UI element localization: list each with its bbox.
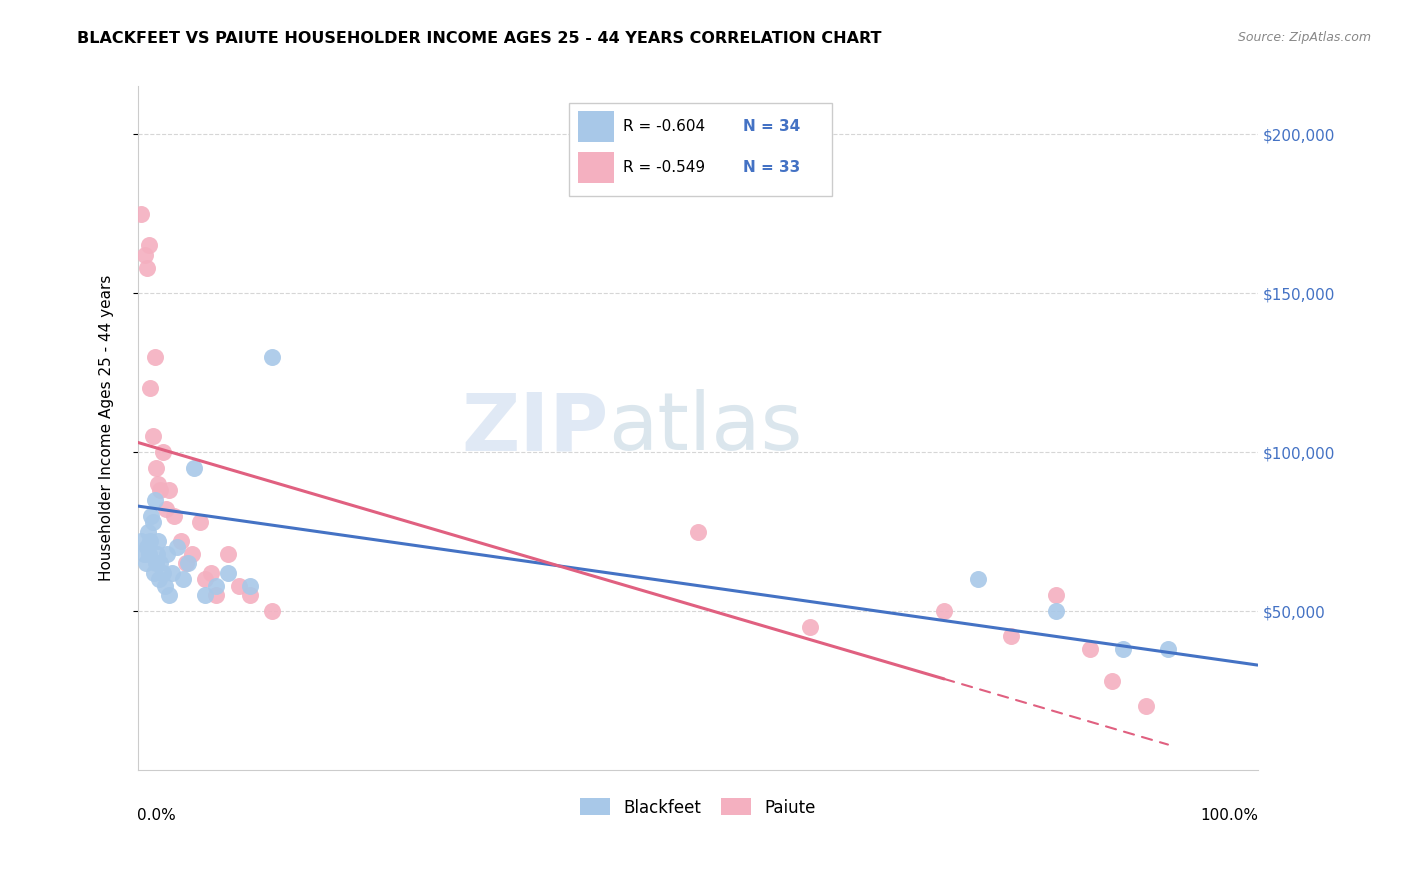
Point [136,260,159,275]
Point [141,508,163,523]
Point [141,429,163,443]
Point [194,588,217,602]
Point [146,547,169,561]
Text: 100.0%: 100.0% [1201,807,1258,822]
Point [239,578,262,592]
Point [172,572,194,586]
Point [262,350,284,364]
Point [686,524,709,539]
Point [1135,699,1157,714]
Point [205,588,228,602]
Point [143,350,166,364]
Point [163,508,186,523]
Point [148,572,170,586]
FancyBboxPatch shape [569,103,832,195]
Point [134,248,156,262]
Point [138,238,160,252]
Point [141,515,163,529]
Point [217,547,239,561]
Point [194,572,217,586]
Point [217,566,239,580]
Text: atlas: atlas [609,389,803,467]
Point [135,557,157,571]
Point [1078,642,1101,657]
Text: R = -0.549: R = -0.549 [623,160,704,175]
Point [1101,673,1123,688]
FancyBboxPatch shape [578,152,614,184]
Point [228,578,250,592]
Point [155,502,177,516]
Text: R = -0.604: R = -0.604 [623,119,704,134]
Point [131,534,153,549]
Point [145,557,167,571]
Text: 0.0%: 0.0% [136,807,176,822]
Text: Source: ZipAtlas.com: Source: ZipAtlas.com [1237,31,1371,45]
Point [149,557,172,571]
Point [131,206,153,220]
Point [205,578,228,592]
Text: N = 33: N = 33 [742,160,800,175]
Point [200,566,222,580]
Point [1112,642,1135,657]
Point [149,483,172,498]
Point [143,492,166,507]
Point [1045,604,1067,618]
Point [177,557,200,571]
Point [1157,642,1180,657]
Point [152,445,174,459]
Point [180,547,202,561]
Point [169,534,191,549]
Point [183,461,205,475]
Point [132,547,155,561]
Point [156,547,179,561]
Point [136,524,159,539]
Point [145,461,167,475]
Text: BLACKFEET VS PAIUTE HOUSEHOLDER INCOME AGES 25 - 44 YEARS CORRELATION CHART: BLACKFEET VS PAIUTE HOUSEHOLDER INCOME A… [77,31,882,46]
Point [1000,630,1022,644]
Point [142,566,165,580]
FancyBboxPatch shape [578,111,614,143]
Point [799,620,821,634]
Point [146,534,169,549]
Point [1045,588,1067,602]
Point [152,566,174,580]
Point [188,515,211,529]
Point [160,566,183,580]
Point [157,483,180,498]
Y-axis label: Householder Income Ages 25 - 44 years: Householder Income Ages 25 - 44 years [100,275,114,582]
Point [153,578,176,592]
Point [146,476,169,491]
Point [262,604,284,618]
Point [932,604,955,618]
Point [166,541,188,555]
Point [136,541,159,555]
Point [966,572,988,586]
Point [139,381,162,395]
Point [138,547,160,561]
Point [239,588,262,602]
Legend: Blackfeet, Paiute: Blackfeet, Paiute [574,792,823,823]
Text: ZIP: ZIP [461,389,609,467]
Point [157,588,180,602]
Point [174,557,197,571]
Text: N = 34: N = 34 [742,119,800,134]
Point [139,534,162,549]
